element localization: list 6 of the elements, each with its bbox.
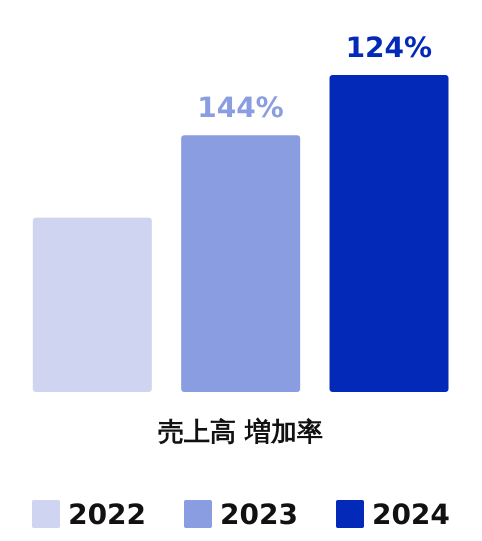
legend-label: 2022 <box>68 498 146 530</box>
x-axis-title: 売上高 増加率 <box>158 416 324 448</box>
text: 124% <box>346 31 432 64</box>
legend-label: 2024 <box>372 498 450 530</box>
legend-label: 2023 <box>220 498 298 530</box>
annotation: 144% <box>197 91 284 124</box>
